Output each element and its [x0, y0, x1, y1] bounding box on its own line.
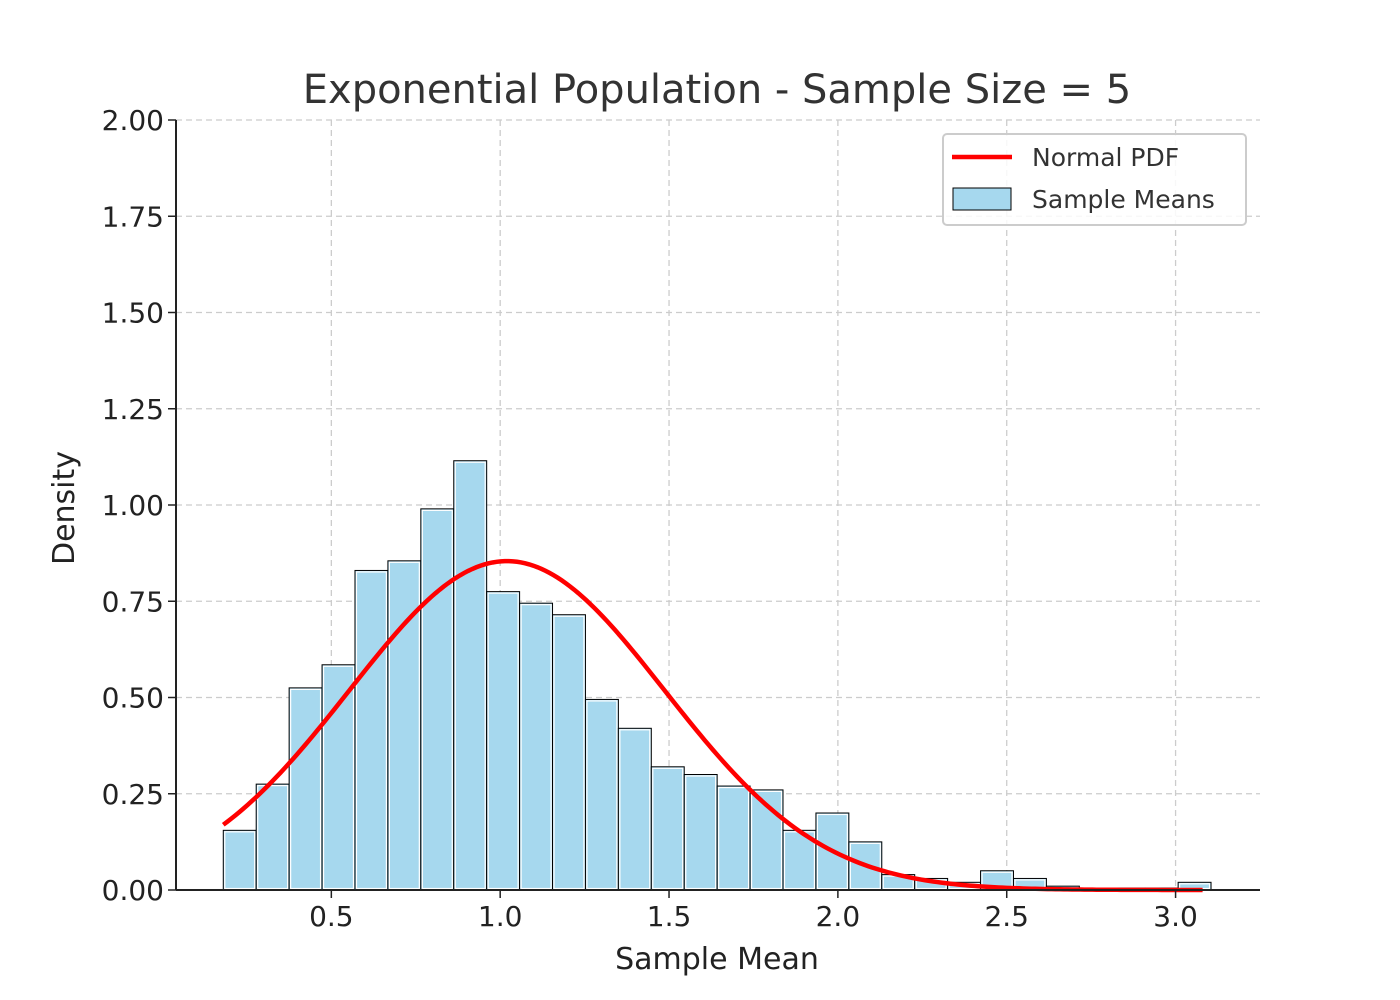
x-tick-label: 0.5	[309, 900, 354, 933]
legend: Normal PDF Sample Means	[942, 133, 1247, 226]
y-tick-label: 1.25	[102, 393, 164, 426]
histogram-bar	[552, 614, 586, 891]
histogram-bar	[486, 591, 521, 891]
y-ticks: 0.00 0.25 0.50 0.75 1.00 1.25 1.50 1.75 2.00	[102, 104, 176, 907]
histogram-bar	[288, 687, 323, 891]
histogram-bar-highlight	[224, 831, 256, 890]
histogram-bar	[420, 508, 455, 891]
histogram-bar-highlight	[388, 561, 420, 890]
histogram-bar-highlight	[619, 729, 651, 890]
histogram-bar	[584, 698, 619, 891]
histogram-bar	[650, 766, 685, 891]
y-tick-label: 1.00	[102, 489, 164, 522]
histogram-bar-highlight	[421, 509, 453, 890]
histogram-bar-highlight	[322, 665, 355, 890]
histogram-bar-highlight	[290, 688, 322, 890]
histogram-bar	[453, 460, 488, 891]
y-tick-label: 1.75	[102, 200, 164, 233]
x-ticks: 0.5 1.0 1.5 2.0 2.5 3.0	[309, 890, 1198, 933]
x-tick-label: 1.0	[478, 900, 523, 933]
y-tick-label: 0.25	[102, 778, 164, 811]
histogram-bar	[683, 774, 718, 891]
y-tick-label: 0.75	[102, 585, 164, 618]
histogram-bar-highlight	[355, 571, 388, 890]
histogram-bar-highlight	[487, 592, 519, 890]
histogram-bar-highlight	[849, 842, 881, 890]
y-tick-label: 2.00	[102, 104, 164, 137]
chart-title: Exponential Population - Sample Size = 5	[303, 67, 1131, 113]
histogram-bar-highlight	[454, 461, 486, 890]
histogram-bar	[617, 727, 652, 891]
normal-pdf-line	[221, 558, 1203, 893]
x-tick-label: 3.0	[1153, 900, 1198, 933]
legend-label-normal-pdf: Normal PDF	[1032, 143, 1179, 172]
histogram-bar-highlight	[652, 767, 684, 890]
y-tick-label: 0.50	[102, 682, 164, 715]
histogram-bar	[716, 785, 751, 891]
y-tick-label: 0.00	[102, 874, 164, 907]
histogram-bar	[255, 783, 290, 891]
histogram-bar	[354, 569, 389, 891]
legend-swatch-sample-means	[952, 187, 1012, 211]
histogram-bar-highlight	[586, 700, 618, 890]
histogram-bars	[222, 460, 1212, 891]
y-tick-label: 1.50	[102, 297, 164, 330]
histogram-bar-highlight	[685, 775, 717, 890]
histogram-bar-highlight	[718, 786, 750, 890]
histogram-bar	[222, 829, 257, 891]
x-tick-label: 2.5	[984, 900, 1029, 933]
histogram-bar	[519, 602, 554, 891]
histogram-bar-highlight	[750, 790, 783, 890]
x-tick-label: 2.0	[816, 900, 861, 933]
y-axis-label: Density	[47, 451, 82, 565]
x-axis-label: Sample Mean	[615, 942, 819, 977]
histogram-bar-highlight	[553, 615, 585, 890]
x-tick-label: 1.5	[647, 900, 692, 933]
histogram-bar	[321, 664, 356, 891]
legend-label-sample-means: Sample Means	[1032, 185, 1215, 214]
histogram-bar-highlight	[257, 785, 289, 890]
legend-box	[942, 133, 1247, 226]
histogram-bar-highlight	[520, 604, 552, 890]
histogram-bar-highlight	[816, 813, 848, 890]
